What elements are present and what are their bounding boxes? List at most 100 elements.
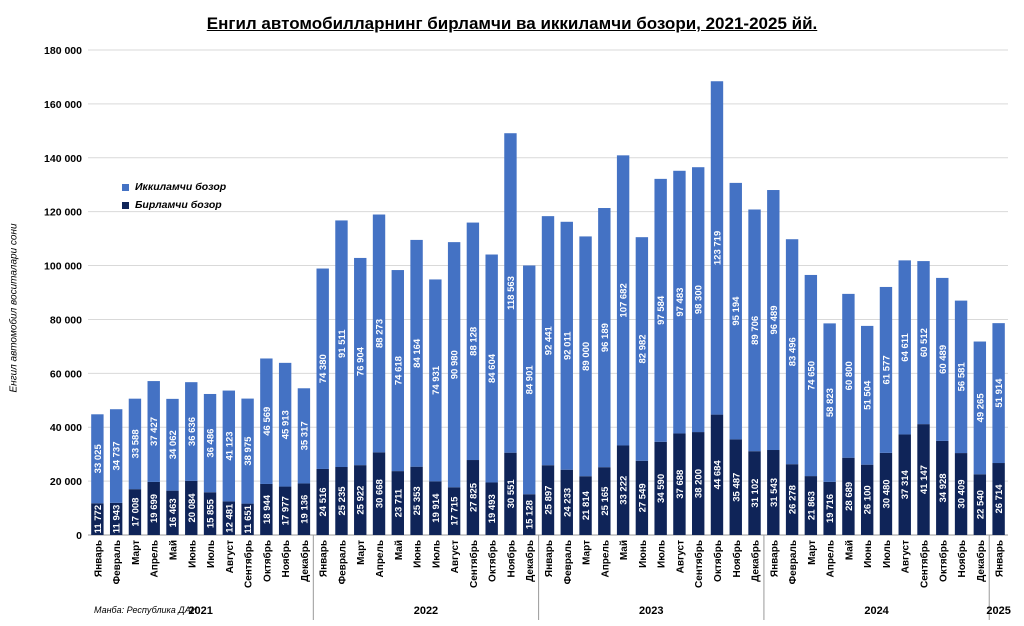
bar-secondary: [654, 178, 667, 442]
data-label-primary: 19 716: [825, 494, 836, 523]
data-label-secondary: 74 618: [393, 356, 404, 385]
year-label: 2024: [864, 605, 889, 617]
data-label-secondary: 34 737: [112, 441, 123, 470]
data-label-secondary: 92 011: [562, 331, 573, 360]
bar-primary: [973, 474, 987, 535]
data-label-primary: 30 480: [881, 479, 892, 508]
x-tick-label: Октябрь: [261, 540, 273, 582]
bar-primary: [297, 483, 311, 535]
data-label-secondary: 45 913: [281, 410, 292, 439]
bar-primary: [541, 465, 555, 535]
bar-secondary: [917, 261, 930, 425]
data-label-secondary: 84 604: [487, 353, 498, 383]
bar-primary: [860, 464, 874, 535]
data-label-secondary: 88 128: [468, 327, 479, 356]
bar-primary: [917, 424, 930, 535]
bar-secondary: [203, 393, 217, 493]
x-tick-label: Март: [807, 540, 818, 565]
year-labels: 2021 2022 2023 2024 2025: [188, 535, 1011, 620]
x-tick-label: Сентябрь: [243, 540, 255, 588]
bar-primary: [560, 469, 573, 535]
bar-primary: [898, 434, 911, 535]
data-label-primary: 20 084: [187, 493, 198, 523]
data-label-primary: 30 668: [375, 479, 386, 508]
data-label-primary: 25 922: [356, 486, 367, 515]
data-label-primary: 27 825: [468, 482, 479, 512]
bar-primary: [654, 441, 667, 535]
y-tick-label: 0: [76, 530, 82, 542]
bar-primary: [222, 501, 236, 535]
bar-primary: [391, 471, 404, 535]
data-label-secondary: 38 975: [243, 436, 254, 466]
data-label-secondary: 56 581: [957, 362, 968, 392]
x-tick-label: Февраль: [112, 540, 123, 584]
bar-secondary: [842, 293, 855, 458]
x-tick-label: Июнь: [863, 540, 874, 568]
bar-secondary: [729, 182, 742, 440]
bar-secondary: [222, 390, 236, 502]
legend-item-secondary: Иккиламчи бозор: [122, 181, 226, 193]
bar-secondary: [898, 260, 911, 435]
bar-secondary: [673, 170, 686, 434]
y-tick-label: 20 000: [50, 476, 82, 488]
x-tick-label: Январь: [769, 540, 780, 577]
bar-primary: [91, 503, 104, 535]
x-tick-label: Август: [675, 540, 686, 573]
x-tick-label: Апрель: [375, 540, 386, 577]
data-label-primary: 24 233: [562, 488, 573, 517]
data-label-primary: 11 772: [93, 505, 104, 534]
bar-primary: [879, 452, 893, 535]
data-label-primary: 26 278: [788, 485, 799, 514]
bar-secondary: [560, 221, 573, 470]
data-label-primary: 17 977: [281, 496, 292, 525]
x-tick-label: Ноябрь: [956, 540, 968, 577]
bar-primary: [579, 476, 592, 535]
x-axis-labels: Январь Февраль Март Апрель Май Июнь Июль Август…: [93, 540, 1005, 588]
y-axis-ticks: 0 20 000 40 000 60 000 80 000 100 000 120 000 1…: [44, 45, 82, 542]
bar-secondary: [767, 190, 780, 451]
data-label-secondary: 95 194: [731, 296, 742, 326]
x-tick-label: Октябрь: [712, 540, 724, 582]
data-label-secondary: 58 823: [825, 388, 836, 417]
bar-secondary: [447, 242, 461, 488]
y-tick-label: 40 000: [50, 422, 82, 434]
data-label-secondary: 82 982: [637, 334, 648, 363]
bar-primary: [992, 463, 1005, 535]
x-tick-label: Февраль: [788, 540, 799, 584]
legend-swatch-primary: [122, 201, 129, 209]
data-label-primary: 15 855: [206, 498, 217, 528]
data-label-primary: 31 543: [769, 478, 780, 507]
data-label-secondary: 51 914: [994, 378, 1005, 408]
y-tick-label: 100 000: [44, 261, 82, 273]
bar-secondary: [598, 208, 611, 468]
x-tick-label: Декабрь: [975, 540, 987, 582]
data-label-primary: 18 944: [262, 494, 273, 524]
bar-secondary: [992, 323, 1005, 464]
data-label-primary: 24 516: [318, 487, 329, 516]
data-label-primary: 34 590: [656, 474, 667, 503]
bar-primary: [335, 467, 348, 535]
x-tick-label: Август: [225, 540, 236, 573]
y-tick-label: 80 000: [50, 314, 82, 326]
data-label-secondary: 60 512: [919, 328, 930, 357]
data-label-primary: 11 943: [112, 505, 123, 534]
data-label-secondary: 60 489: [938, 345, 949, 374]
bar-primary: [673, 433, 686, 535]
source-note: Манба: Республика ДАИ: [94, 605, 198, 615]
bar-secondary: [391, 270, 404, 472]
data-label-secondary: 96 189: [600, 323, 611, 352]
bar-primary: [241, 503, 254, 535]
x-tick-label: Январь: [319, 540, 330, 577]
bar-secondary: [860, 325, 874, 465]
data-label-secondary: 60 800: [844, 361, 855, 390]
data-label-primary: 17 715: [450, 496, 461, 526]
bar-secondary: [748, 209, 761, 452]
x-tick-label: Июль: [431, 540, 442, 568]
data-label-secondary: 51 504: [863, 380, 874, 410]
x-tick-label: Октябрь: [937, 540, 949, 582]
x-tick-label: Май: [619, 540, 630, 560]
x-tick-label: Январь: [93, 540, 104, 577]
y-tick-label: 60 000: [50, 368, 82, 380]
bar-secondary: [166, 398, 179, 491]
